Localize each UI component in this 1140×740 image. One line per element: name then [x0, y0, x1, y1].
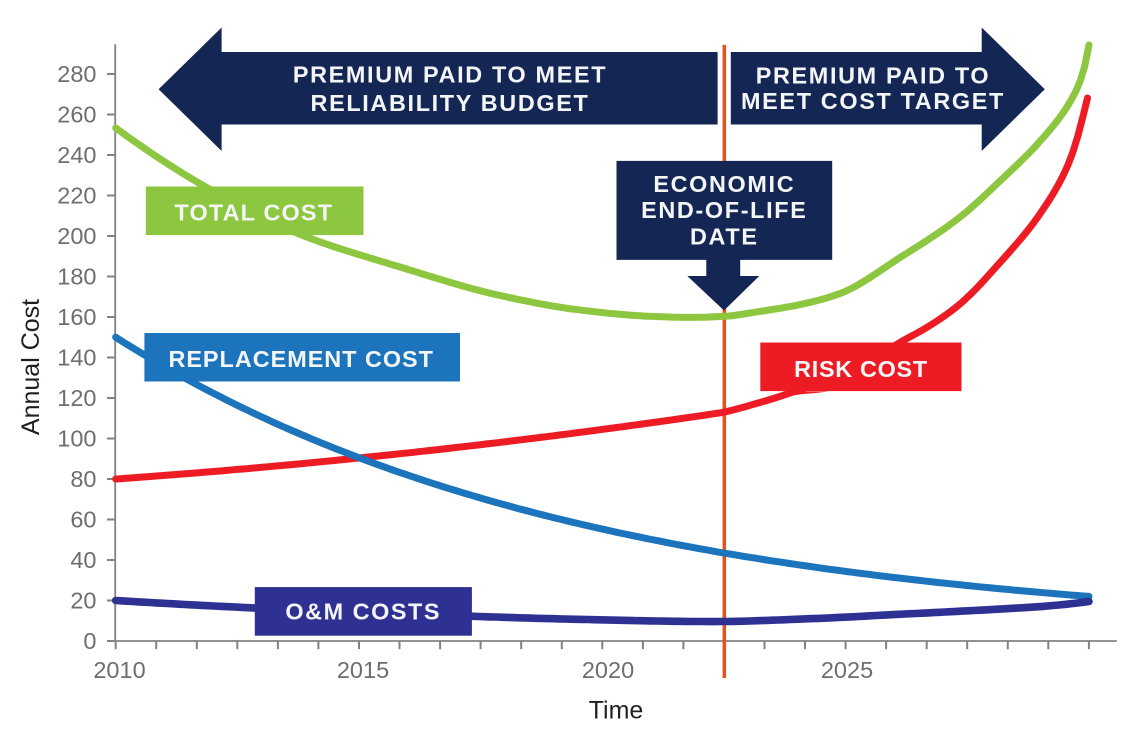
svg-text:O&M COSTS: O&M COSTS [285, 599, 441, 625]
svg-text:PREMIUM PAID TO MEET: PREMIUM PAID TO MEET [293, 62, 607, 88]
svg-text:200: 200 [57, 223, 96, 249]
svg-text:260: 260 [57, 102, 96, 128]
svg-text:240: 240 [57, 142, 96, 168]
svg-text:TOTAL COST: TOTAL COST [174, 199, 333, 225]
svg-text:2010: 2010 [93, 657, 145, 683]
svg-text:80: 80 [70, 466, 96, 492]
svg-text:280: 280 [57, 61, 96, 87]
svg-text:180: 180 [57, 264, 96, 290]
svg-text:Time: Time [589, 697, 644, 725]
svg-text:220: 220 [57, 183, 96, 209]
svg-text:ECONOMIC: ECONOMIC [653, 171, 795, 197]
svg-text:120: 120 [57, 385, 96, 411]
svg-text:PREMIUM PAID TO: PREMIUM PAID TO [756, 62, 991, 88]
svg-text:140: 140 [57, 345, 96, 371]
svg-text:0: 0 [83, 628, 96, 654]
svg-text:RISK COST: RISK COST [794, 356, 928, 382]
svg-text:DATE: DATE [690, 224, 759, 250]
svg-text:MEET COST TARGET: MEET COST TARGET [741, 88, 1005, 114]
svg-text:20: 20 [70, 588, 96, 614]
svg-text:2020: 2020 [582, 657, 634, 683]
svg-text:Annual Cost: Annual Cost [17, 299, 45, 435]
svg-text:40: 40 [70, 547, 96, 573]
svg-text:REPLACEMENT COST: REPLACEMENT COST [168, 346, 434, 372]
svg-text:END-OF-LIFE: END-OF-LIFE [641, 197, 807, 223]
svg-text:100: 100 [57, 426, 96, 452]
svg-text:160: 160 [57, 304, 96, 330]
svg-text:2025: 2025 [821, 657, 873, 683]
svg-text:2015: 2015 [337, 657, 389, 683]
svg-text:RELIABILITY BUDGET: RELIABILITY BUDGET [311, 90, 590, 116]
svg-text:60: 60 [70, 507, 96, 533]
